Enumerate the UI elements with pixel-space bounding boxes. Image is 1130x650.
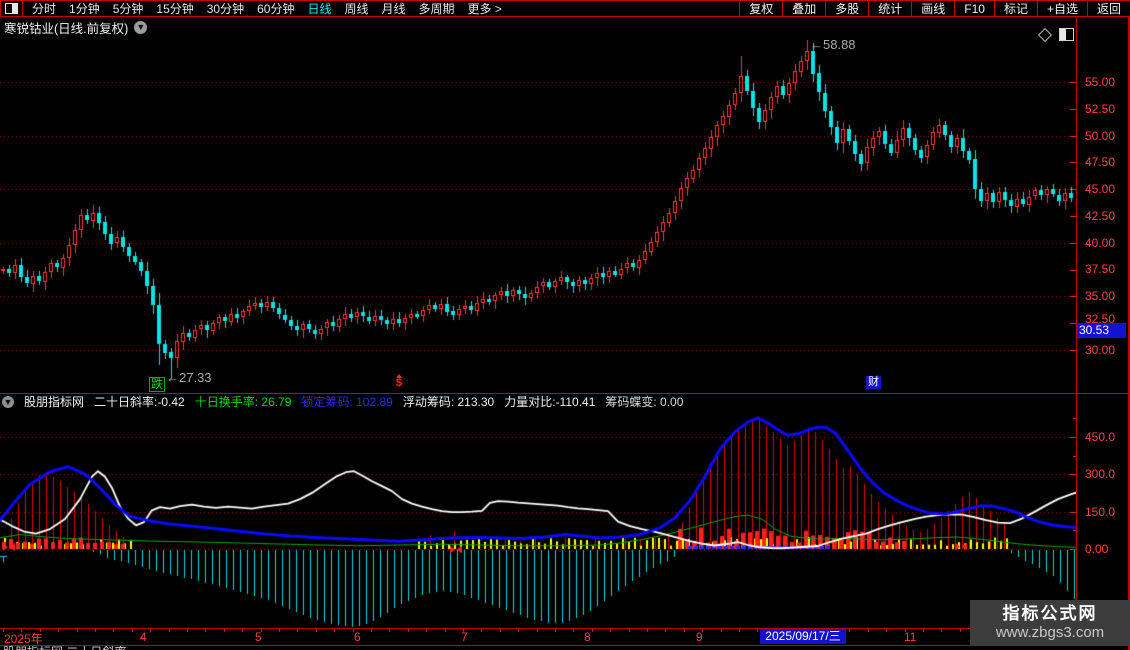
y-tick: 32.50 bbox=[1085, 312, 1116, 326]
indicator-field-chip-butterfly: 筹码蝶变: 0.00 bbox=[605, 395, 684, 409]
caret-up-icon bbox=[396, 374, 403, 378]
button-mark[interactable]: 标记 bbox=[993, 1, 1037, 16]
split-window-icon bbox=[5, 3, 18, 14]
year-label: 2025年 bbox=[4, 632, 43, 646]
indicator-y-tick: 0.00 bbox=[1085, 542, 1109, 556]
layout-button[interactable] bbox=[1, 1, 23, 16]
right-border bbox=[1128, 0, 1130, 650]
button-stats[interactable]: 统计 bbox=[868, 1, 911, 16]
indicator-field-turnover: 十日换手率: 26.79 bbox=[194, 395, 292, 409]
indicator-y-tick: 450.0 bbox=[1085, 430, 1116, 444]
button-draw[interactable]: 画线 bbox=[911, 1, 954, 16]
indicator-field-locked-chips: 锁定筹码: 102.89 bbox=[301, 395, 393, 409]
watermark-title: 指标公式网 bbox=[1002, 603, 1098, 623]
y-tick: 45.00 bbox=[1085, 182, 1116, 196]
chevron-down-icon[interactable]: ▼ bbox=[2, 395, 14, 408]
split-pane-icon[interactable] bbox=[1059, 28, 1074, 41]
stock-title: 寒锐钴业(日线.前复权) bbox=[4, 22, 129, 36]
watermark-url: www.zbgs3.com bbox=[995, 623, 1105, 641]
y-tick: 40.00 bbox=[1085, 236, 1116, 250]
y-tick: 50.00 bbox=[1085, 129, 1116, 143]
month-label: 6 bbox=[354, 630, 361, 644]
month-label: 7 bbox=[461, 630, 468, 644]
button-back[interactable]: 返回 bbox=[1086, 1, 1130, 16]
y-tick: 42.50 bbox=[1085, 209, 1116, 223]
y-tick: 47.50 bbox=[1085, 155, 1116, 169]
clipped-next-pane-text: 股朋指标网 二十日斜率 bbox=[3, 646, 223, 650]
month-label: 9 bbox=[696, 630, 703, 644]
axis-divider-vertical bbox=[1076, 18, 1077, 645]
indicator-field-power-ratio: 力量对比:-110.41 bbox=[504, 395, 596, 409]
high-annotation: ←58.88 bbox=[810, 37, 856, 52]
watermark: 指标公式网 www.zbgs3.com bbox=[970, 600, 1130, 645]
money-marker-icon[interactable]: $ bbox=[396, 374, 403, 389]
menu-item-1min[interactable]: 1分钟 bbox=[69, 2, 100, 16]
earnings-marker[interactable]: 财 bbox=[866, 376, 881, 389]
menu-item-5min[interactable]: 5分钟 bbox=[112, 2, 144, 16]
menu-item-weekly[interactable]: 周线 bbox=[344, 2, 369, 16]
indicator-field-floating-chips: 浮动筹码: 213.30 bbox=[402, 395, 495, 409]
y-tick: 52.50 bbox=[1085, 102, 1116, 116]
period-menu: 分时 1分钟 5分钟 15分钟 30分钟 60分钟 日线 周线 月线 多周期 更… bbox=[23, 0, 502, 17]
menu-item-daily[interactable]: 日线 bbox=[307, 2, 332, 16]
divider-timeaxis-bottom bbox=[0, 645, 1130, 646]
indicator-y-tick: 150.0 bbox=[1085, 505, 1116, 519]
month-label: 5 bbox=[255, 630, 262, 644]
tool-menu: 复权 叠加 多股 统计 画线 F10 标记 +自选 返回 bbox=[739, 1, 1130, 16]
divider-timeaxis-top bbox=[0, 628, 1130, 629]
divider-chart-indicator bbox=[0, 393, 1130, 394]
indicator-field-slope: 二十日斜率:-0.42 bbox=[94, 395, 185, 409]
month-label: 4 bbox=[140, 630, 147, 644]
top-menu-bar: 分时 1分钟 5分钟 15分钟 30分钟 60分钟 日线 周线 月线 多周期 更… bbox=[0, 0, 1130, 17]
y-tick: 55.00 bbox=[1085, 75, 1116, 89]
button-fuquan[interactable]: 复权 bbox=[739, 1, 782, 16]
indicator-header: ▼ 股朋指标网 二十日斜率:-0.42 十日换手率: 26.79 锁定筹码: 1… bbox=[0, 395, 684, 409]
fall-tag: 跌 bbox=[149, 377, 166, 392]
chevron-down-icon[interactable]: ▼ bbox=[134, 21, 148, 34]
menu-item-60min[interactable]: 60分钟 bbox=[257, 2, 295, 16]
indicator-y-tick: 300.0 bbox=[1085, 467, 1116, 481]
menu-item-multiperiod[interactable]: 多周期 bbox=[418, 2, 455, 16]
title-bar: 寒锐钴业(日线.前复权) ▼ bbox=[0, 19, 148, 36]
menu-item-monthly[interactable]: 月线 bbox=[381, 2, 406, 16]
current-price-badge: 30.53 bbox=[1077, 323, 1126, 338]
button-add-watchlist[interactable]: +自选 bbox=[1036, 1, 1087, 16]
y-tick: 37.50 bbox=[1085, 262, 1116, 276]
button-f10[interactable]: F10 bbox=[954, 1, 994, 16]
y-tick: 30.00 bbox=[1085, 343, 1116, 357]
button-overlay[interactable]: 叠加 bbox=[782, 1, 825, 16]
month-label: 8 bbox=[584, 630, 591, 644]
menu-item-15min[interactable]: 15分钟 bbox=[156, 2, 194, 16]
menu-item-30min[interactable]: 30分钟 bbox=[206, 2, 245, 16]
menu-item-more[interactable]: 更多 > bbox=[467, 2, 502, 16]
low-annotation: ←27.33 bbox=[166, 370, 212, 385]
menu-item-fenshi[interactable]: 分时 bbox=[32, 2, 57, 16]
cursor-date-badge: 2025/09/17/三 bbox=[760, 629, 846, 644]
month-label: 11 bbox=[904, 630, 917, 644]
indicator-source: 股朋指标网 bbox=[24, 395, 85, 409]
button-multistock[interactable]: 多股 bbox=[825, 1, 868, 16]
y-tick: 35.00 bbox=[1085, 289, 1116, 303]
